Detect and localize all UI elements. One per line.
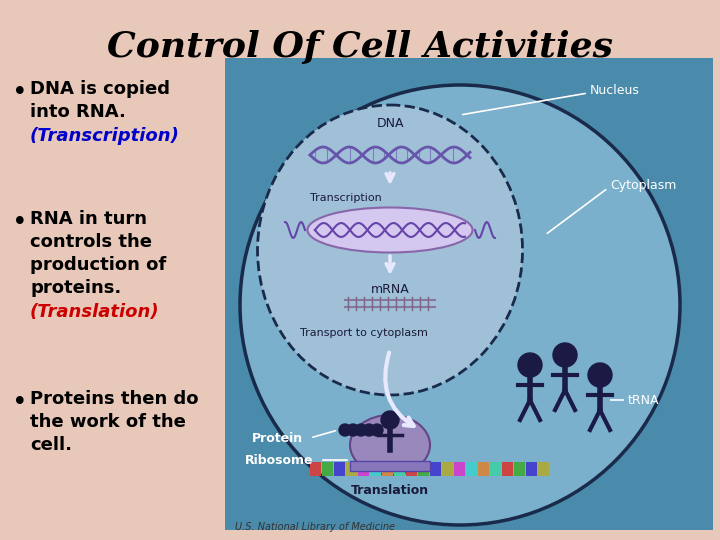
Bar <box>382 462 393 476</box>
Bar <box>526 462 537 476</box>
Text: •: • <box>12 80 27 106</box>
Bar <box>322 462 333 476</box>
Bar <box>502 462 513 476</box>
Bar <box>442 462 453 476</box>
Text: DNA: DNA <box>377 117 404 130</box>
Ellipse shape <box>240 85 680 525</box>
FancyBboxPatch shape <box>225 58 713 530</box>
Text: Transport to cytoplasm: Transport to cytoplasm <box>300 328 428 338</box>
Bar <box>514 462 525 476</box>
Bar <box>490 462 501 476</box>
Text: Transcription: Transcription <box>310 193 382 203</box>
Bar <box>334 462 345 476</box>
Circle shape <box>588 363 612 387</box>
Circle shape <box>363 424 375 436</box>
Text: •: • <box>12 210 27 236</box>
Text: Translation: Translation <box>351 484 429 497</box>
Text: Control Of Cell Activities: Control Of Cell Activities <box>107 30 613 64</box>
Text: Proteins then do
the work of the
cell.: Proteins then do the work of the cell. <box>30 390 199 454</box>
Bar <box>466 462 477 476</box>
Circle shape <box>518 353 542 377</box>
Text: DNA is copied
into RNA.: DNA is copied into RNA. <box>30 80 170 121</box>
Bar <box>430 462 441 476</box>
Circle shape <box>371 424 383 436</box>
Bar <box>370 462 381 476</box>
Text: RNA in turn
controls the
production of
proteins.: RNA in turn controls the production of p… <box>30 210 166 296</box>
Circle shape <box>381 411 399 429</box>
Text: mRNA: mRNA <box>371 283 410 296</box>
Text: tRNA: tRNA <box>628 394 660 407</box>
Text: (Transcription): (Transcription) <box>30 127 180 145</box>
Bar <box>346 462 357 476</box>
Bar <box>350 461 430 471</box>
Bar <box>310 462 321 476</box>
Text: Nucleus: Nucleus <box>590 84 640 97</box>
Bar <box>394 462 405 476</box>
Text: U.S. National Library of Medicine: U.S. National Library of Medicine <box>235 522 395 532</box>
Bar <box>406 462 417 476</box>
Circle shape <box>347 424 359 436</box>
Text: Protein: Protein <box>252 431 303 444</box>
Ellipse shape <box>258 105 523 395</box>
Bar <box>478 462 489 476</box>
Text: •: • <box>12 390 27 416</box>
Text: Cytoplasm: Cytoplasm <box>610 179 676 192</box>
Bar <box>454 462 465 476</box>
Circle shape <box>553 343 577 367</box>
Ellipse shape <box>307 207 472 253</box>
Circle shape <box>339 424 351 436</box>
Bar <box>538 462 549 476</box>
Bar <box>418 462 429 476</box>
Text: (Translation): (Translation) <box>30 303 160 321</box>
Circle shape <box>355 424 367 436</box>
Text: Ribosome: Ribosome <box>245 454 313 467</box>
Ellipse shape <box>350 415 430 475</box>
Bar <box>358 462 369 476</box>
